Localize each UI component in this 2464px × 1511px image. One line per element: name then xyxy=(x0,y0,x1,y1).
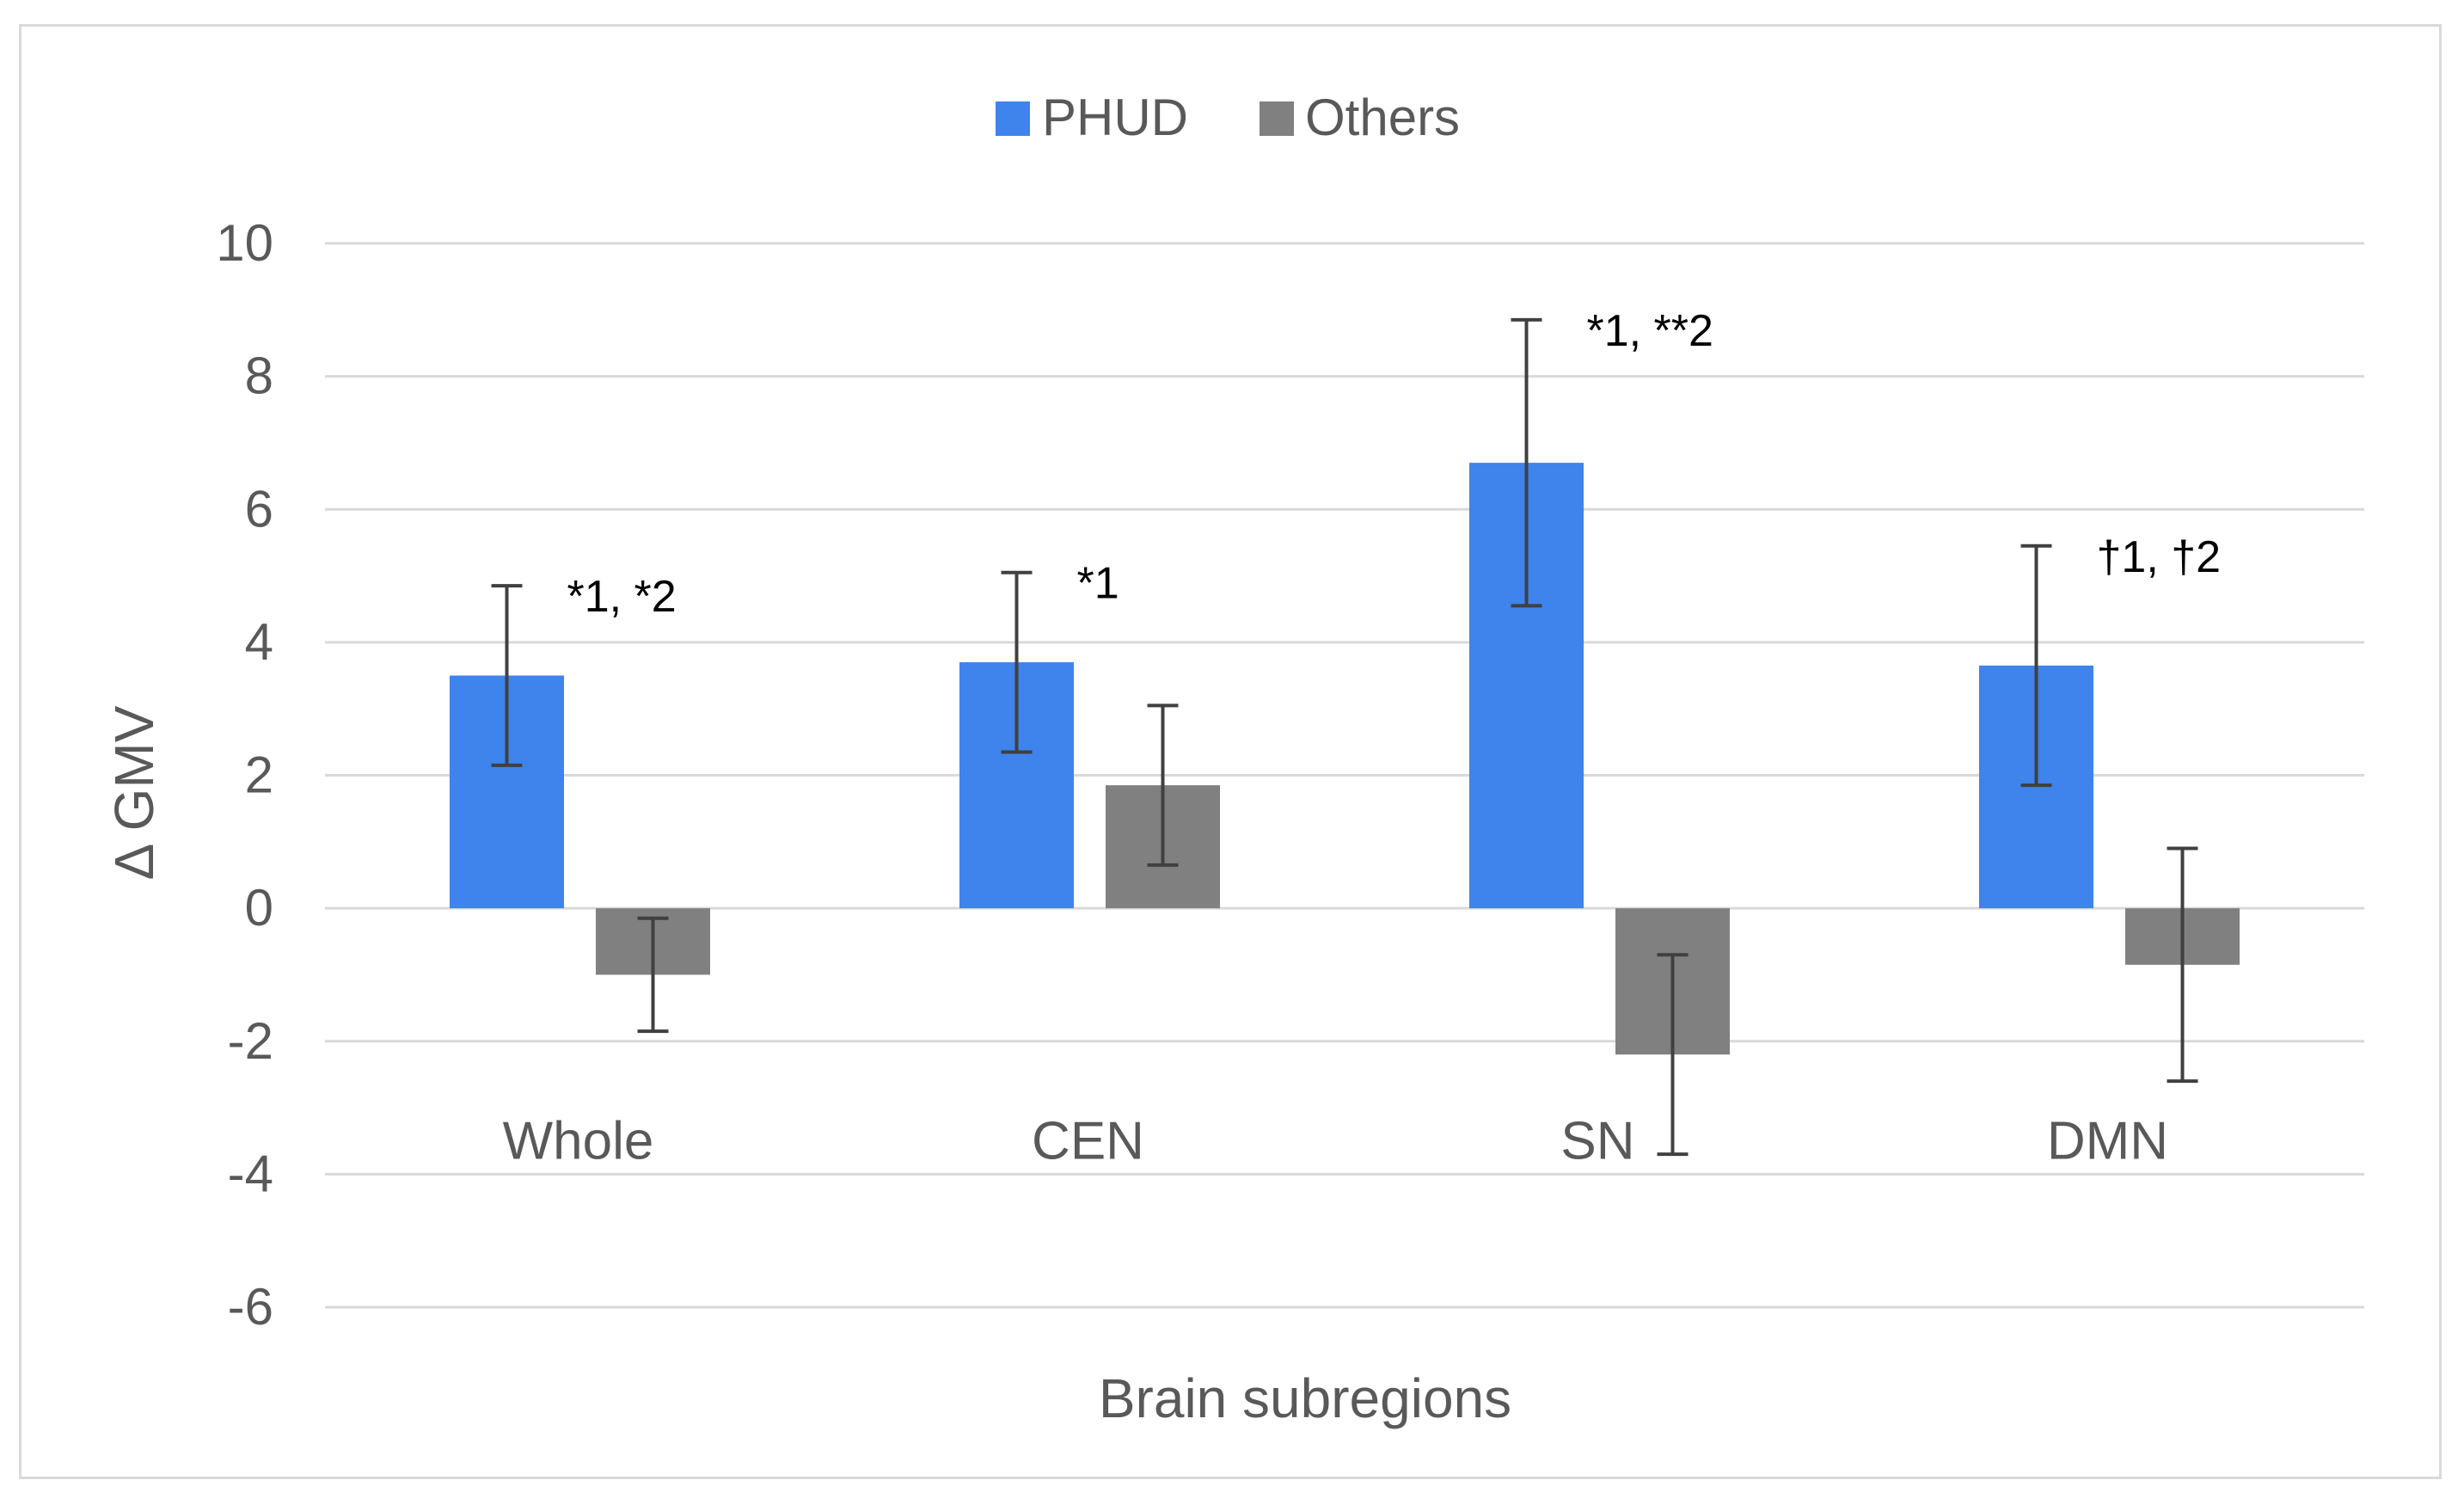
x-axis-label: Brain subregions xyxy=(1099,1367,1511,1429)
category-labels: Whole CEN SN DMN xyxy=(503,1111,2168,1170)
significance-annotation: *1 xyxy=(1077,559,1119,609)
significance-annotations: *1, *2 *1 *1, **2 †1, †2 xyxy=(567,306,2222,622)
category-label: CEN xyxy=(1032,1111,1144,1170)
y-tick-label: -2 xyxy=(228,1012,273,1070)
legend: PHUD Others xyxy=(996,89,1460,146)
y-tick-label: 10 xyxy=(216,214,273,272)
y-tick-label: 4 xyxy=(245,613,273,671)
legend-label-others: Others xyxy=(1305,89,1460,146)
y-axis-label: Δ GMV xyxy=(103,705,165,880)
y-tick-label: 2 xyxy=(245,746,273,804)
error-bars xyxy=(491,317,2198,1157)
bars xyxy=(450,463,2240,1055)
significance-annotation: †1, †2 xyxy=(2097,532,2222,582)
y-tick-label: -6 xyxy=(228,1278,273,1336)
category-label: SN xyxy=(1560,1111,1634,1170)
legend-swatch-phud xyxy=(996,101,1030,136)
y-axis-ticks: 10 8 6 4 2 0 -2 -4 -6 xyxy=(216,214,273,1336)
legend-swatch-others xyxy=(1260,101,1294,136)
category-label: DMN xyxy=(2047,1111,2168,1170)
y-tick-label: -4 xyxy=(228,1145,273,1202)
legend-label-phud: PHUD xyxy=(1042,89,1188,146)
y-tick-label: 8 xyxy=(245,347,273,405)
significance-annotation: *1, *2 xyxy=(567,572,677,622)
significance-annotation: *1, **2 xyxy=(1587,306,1713,356)
y-tick-label: 0 xyxy=(245,879,273,937)
y-tick-label: 6 xyxy=(245,480,273,537)
category-label: Whole xyxy=(503,1111,654,1170)
